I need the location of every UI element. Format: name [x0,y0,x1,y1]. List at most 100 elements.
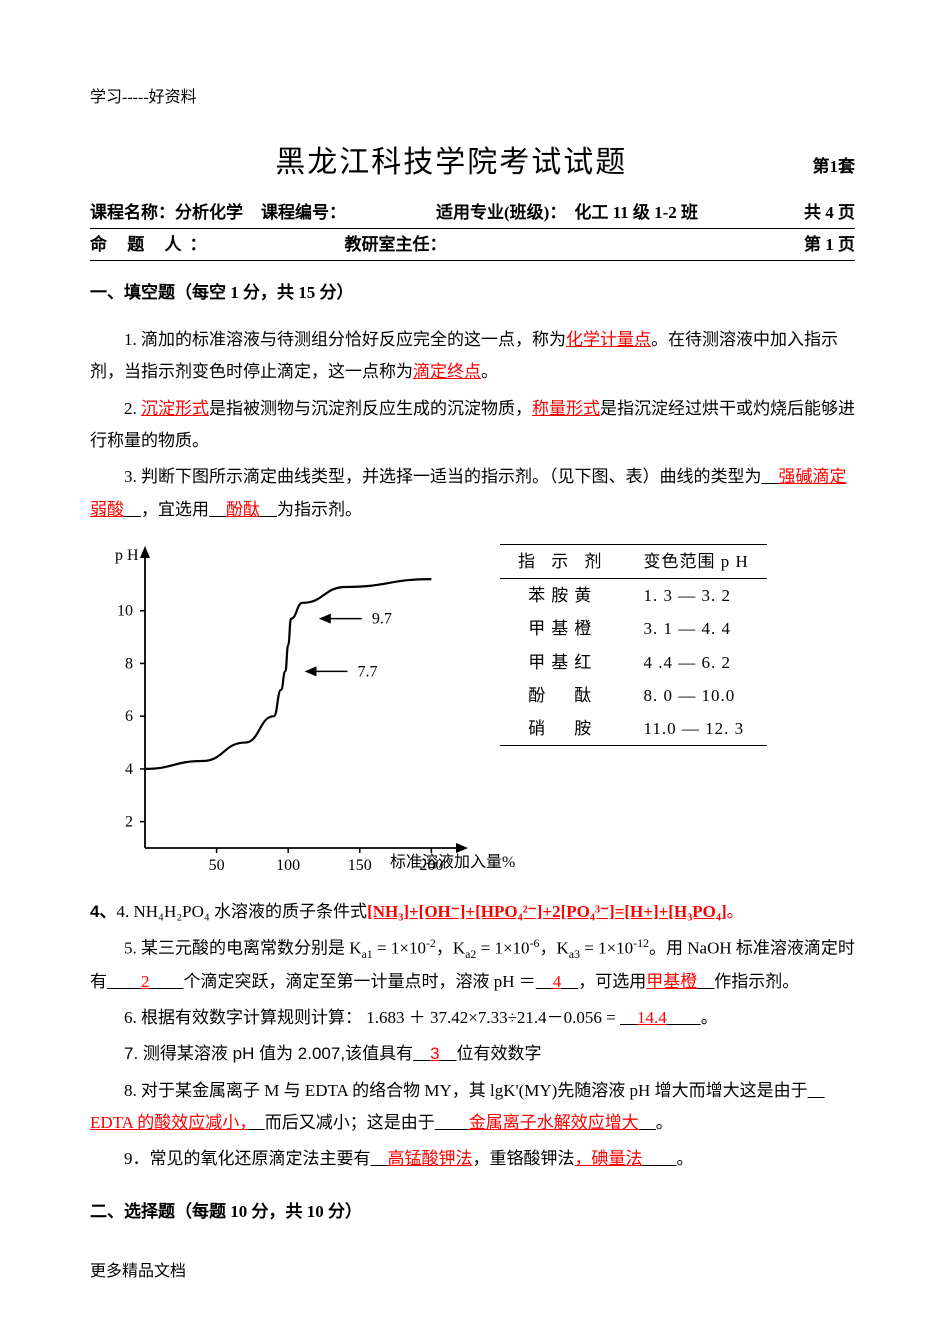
q8-bl1a [808,1081,825,1100]
q2-answer-2: 称量形式 [532,399,600,418]
pages-total: 共 4 页 [804,199,855,226]
course-label: 课程名称： [90,199,175,226]
q8-bl1b [248,1113,265,1132]
q5-e2: -6 [530,936,540,950]
q2-text-a: 2. [124,399,141,418]
q7-bl-a [413,1044,430,1063]
question-8: 8. 对于某金属离子 M 与 EDTA 的络合物 MY，其 lgK'(MY)先随… [90,1075,855,1140]
indicator-range: 4 .4 — 6. 2 [626,646,767,679]
table-row: 苯胺黄1. 3 — 3. 2 [500,579,767,613]
major-label: 适用专业(班级)： [436,199,566,226]
q9-text-a: 9．常见的氧化还原滴定法主要有 [124,1149,371,1168]
table-row: 甲基橙3. 1 — 4. 4 [500,612,767,645]
meta-line-1: 课程名称： 分析化学 课程编号： 适用专业(班级)： 化工 11 级 1-2 班… [90,199,855,229]
q5-answer-2: 4 [553,972,562,991]
q3-text-c: 为指示剂。 [277,500,362,519]
q9-answer-2: ，碘量法 [575,1149,643,1168]
question-3: 3. 判断下图所示滴定曲线类型，并选择一适当的指示剂。（见下图、表）曲线的类型为… [90,461,855,526]
q9-text-c: 。 [677,1149,694,1168]
q5-bl1b [150,972,184,991]
indicator-name: 硝 胺 [500,712,626,746]
question-4: 4、4. NH₄H₂PO₄ 水溶液的质子条件式[NH₃]+[OH⁻]+[HPO₄… [90,896,855,928]
q3-answer-2: 酚酞 [226,500,260,519]
svg-text:50: 50 [209,857,225,874]
indicator-table: 指 示 剂变色范围 p H 苯胺黄1. 3 — 3. 2甲基橙3. 1 — 4.… [500,544,767,746]
indicator-range: 1. 3 — 3. 2 [626,579,767,613]
q2-answer-1: 沉淀形式 [141,399,209,418]
office-label: 教研室主任： [345,231,447,258]
chart-table-row: 24681050100150200p H9.77.7 标准溶液加入量% 指 示 … [90,538,855,888]
q2-text-b: 是指被测物与沉淀剂反应生成的沉淀物质， [209,399,532,418]
question-9: 9．常见的氧化还原滴定法主要有 高锰酸钾法，重铬酸钾法，碘量法 。 [90,1143,855,1175]
question-7: 7. 测得某溶液 pH 值为 2.007,该值具有 3 位有效数字 [90,1038,855,1070]
q5-c1: ，K [436,939,465,958]
author-label: 命 题 人： [90,231,215,258]
q6-answer: 14.4 [637,1008,667,1027]
q5-ka3: = 1×10 [580,939,633,958]
footer-text: 更多精品文档 [90,1259,186,1285]
q5-text-a: 5. 某三元酸的电离常数分别是 K [124,939,362,958]
q5-e1: -2 [426,936,436,950]
q5-e3: -12 [633,936,649,950]
question-5: 5. 某三元酸的电离常数分别是 Ka1 = 1×10-2，Ka2 = 1×10-… [90,932,855,998]
q5-bl2b [561,972,578,991]
q8-text-b: 而后又减小；这是由于 [265,1113,435,1132]
q1-text-c: 。 [481,362,498,381]
chart-x-label: 标准溶液加入量% [390,850,515,876]
q3-blank-1-pre [762,467,779,486]
q3-blank-1-post [124,500,141,519]
course-value: 分析化学 [175,199,243,226]
set-number: 第1套 [813,153,856,180]
major-value: 化工 11 级 1-2 班 [574,199,698,226]
table-row: 甲基红4 .4 — 6. 2 [500,646,767,679]
indicator-range: 8. 0 — 10.0 [626,679,767,712]
question-1: 1. 滴加的标准溶液与待测组分恰好反应完全的这一点，称为化学计量点。在待测溶液中… [90,324,855,389]
titration-chart: 24681050100150200p H9.77.7 标准溶液加入量% [90,538,470,888]
header-small: 学习-----好资料 [90,85,855,111]
q9-text-b: ，重铬酸钾法 [473,1149,575,1168]
q5-ka2: = 1×10 [476,939,529,958]
q6-bl-a [620,1008,637,1027]
main-title: 黑龙江科技学院考试试题 [90,139,813,187]
q3-text-b: ，宜选用 [141,500,209,519]
q9-bl1a [371,1149,388,1168]
q3-text-a: 3. 判断下图所示滴定曲线类型，并选择一适当的指示剂。（见下图、表）曲线的类型为 [124,467,762,486]
svg-text:10: 10 [117,603,133,620]
q9-bl2b [643,1149,677,1168]
q4-formula: [NH₃]+[OH⁻]+[HPO₄²⁻]+2[PO₄³⁻]=[H+]+[H₃PO… [367,902,727,921]
table-row: 酚 酞8. 0 — 10.0 [500,679,767,712]
q7-text-b: 位有效数字 [457,1044,542,1063]
q5-answer-1: 2 [141,972,150,991]
svg-text:4: 4 [125,761,133,778]
q8-bl2b [639,1113,656,1132]
q1-answer-2: 滴定终点 [413,362,481,381]
q1-answer-1: 化学计量点 [566,330,651,349]
section-1-heading: 一、填空题（每空 1 分，共 15 分） [90,279,855,306]
question-6: 6. 根据有效数字计算规则计算： 1.683 ＋ 37.42×7.33÷21.4… [90,1002,855,1034]
indicator-range: 11.0 — 12. 3 [626,712,767,746]
q8-text-a: 8. 对于某金属离子 M 与 EDTA 的络合物 MY，其 lgK'(MY)先随… [124,1081,808,1100]
q5-c2: ，K [539,939,568,958]
q5-text-d: ，可选用 [578,972,646,991]
q3-blank-2-post [260,500,277,519]
indicator-name: 苯胺黄 [500,579,626,613]
svg-text:9.7: 9.7 [372,611,392,628]
svg-text:7.7: 7.7 [358,663,378,680]
q4-lead: 4、 [90,902,116,921]
q9-answer-1: 高锰酸钾法 [388,1149,473,1168]
q5-bl2a [536,972,553,991]
col-range: 变色范围 p H [626,544,767,578]
table-row: 硝 胺11.0 — 12. 3 [500,712,767,746]
q8-bl2a [435,1113,469,1132]
svg-text:6: 6 [125,708,133,725]
q6-text-b: 。 [701,1008,718,1027]
q3-blank-2-pre [209,500,226,519]
q4-text-a: 4. NH₄H₂PO₄ 水溶液的质子条件式 [116,902,367,921]
q5-text-c: 个滴定突跃，滴定至第一计量点时，溶液 pH ＝ [184,972,536,991]
q6-text-a: 6. 根据有效数字计算规则计算： 1.683 ＋ 37.42×7.33÷21.4… [124,1008,620,1027]
q7-text-a: 7. 测得某溶液 pH 值为 2.007,该值具有 [124,1044,413,1063]
title-row: 黑龙江科技学院考试试题 第1套 [90,139,855,187]
section-2-heading: 二、选择题（每题 10 分，共 10 分） [90,1198,855,1225]
q8-text-c: 。 [656,1113,673,1132]
svg-text:100: 100 [276,857,300,874]
